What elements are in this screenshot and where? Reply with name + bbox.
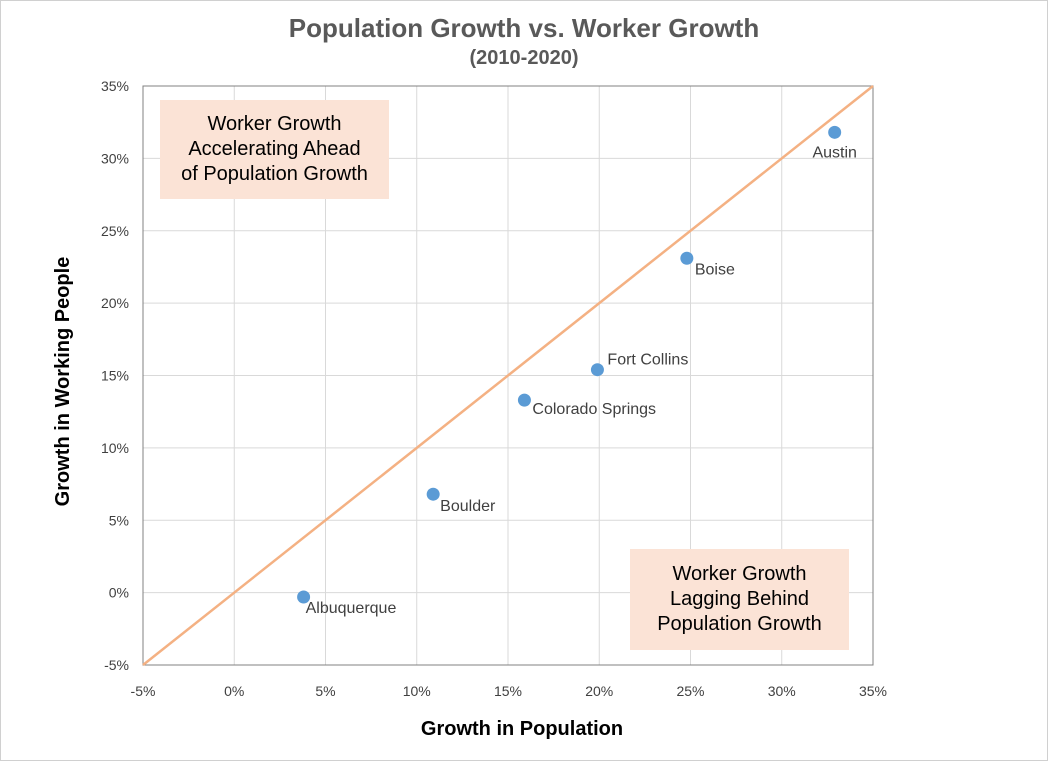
x-tick-label: 5% xyxy=(315,683,335,699)
data-point xyxy=(590,363,604,377)
annotation-line: Population Growth xyxy=(657,613,822,635)
data-points xyxy=(297,125,842,604)
annotation-line: Accelerating Ahead xyxy=(188,138,361,160)
x-tick-label: 25% xyxy=(676,683,704,699)
data-point xyxy=(297,590,311,604)
point-label: Boise xyxy=(695,261,735,278)
y-tick-label: 20% xyxy=(101,295,129,311)
y-tick-label: 35% xyxy=(101,78,129,94)
y-axis-label: Growth in Working People xyxy=(52,257,74,507)
x-tick-label: 15% xyxy=(494,683,522,699)
y-tick-label: 25% xyxy=(101,223,129,239)
x-tick-label: 30% xyxy=(768,683,796,699)
reference-line-group xyxy=(142,85,874,666)
annotation-worker-lagging: Worker Growth Lagging Behind Population … xyxy=(630,549,849,650)
annotation-line: Worker Growth xyxy=(672,563,807,585)
annotation-line: of Population Growth xyxy=(181,163,368,185)
annotation-line: Worker Growth xyxy=(207,113,342,135)
x-axis-label: Growth in Population xyxy=(421,718,623,740)
data-point xyxy=(517,393,531,407)
x-tick-label: 10% xyxy=(403,683,431,699)
chart-subtitle: (2010-2020) xyxy=(469,47,579,69)
point-label: Boulder xyxy=(440,498,496,515)
data-point xyxy=(426,487,440,501)
reference-line xyxy=(142,85,874,666)
y-tick-label: 30% xyxy=(101,150,129,166)
point-label: Albuquerque xyxy=(306,600,397,617)
y-tick-label: 15% xyxy=(101,368,129,384)
point-label: Colorado Springs xyxy=(532,401,656,418)
annotation-worker-accelerating: Worker Growth Accelerating Ahead of Popu… xyxy=(160,100,389,199)
data-point xyxy=(680,251,694,265)
x-tick-label: 20% xyxy=(585,683,613,699)
y-tick-label: 5% xyxy=(109,512,129,528)
x-tick-label: -5% xyxy=(131,683,156,699)
point-label: Fort Collins xyxy=(607,352,688,369)
point-labels: Albuquerque Boulder Colorado Springs Fort C… xyxy=(306,144,857,617)
y-tick-label: 10% xyxy=(101,440,129,456)
plot-area xyxy=(142,85,874,666)
point-label: Austin xyxy=(812,144,856,161)
y-tick-label: 0% xyxy=(109,585,129,601)
x-tick-label: 0% xyxy=(224,683,244,699)
x-tick-label: 35% xyxy=(859,683,887,699)
annotation-line: Lagging Behind xyxy=(669,588,809,610)
y-tick-label: -5% xyxy=(104,657,129,673)
y-tick-labels: -5% 0% 5% 10% 15% 20% 25% 30% 35% xyxy=(101,78,129,673)
chart-title: Population Growth vs. Worker Growth xyxy=(288,13,760,43)
data-point xyxy=(828,125,842,139)
x-tick-labels: -5% 0% 5% 10% 15% 20% 25% 30% 35% xyxy=(131,683,887,699)
